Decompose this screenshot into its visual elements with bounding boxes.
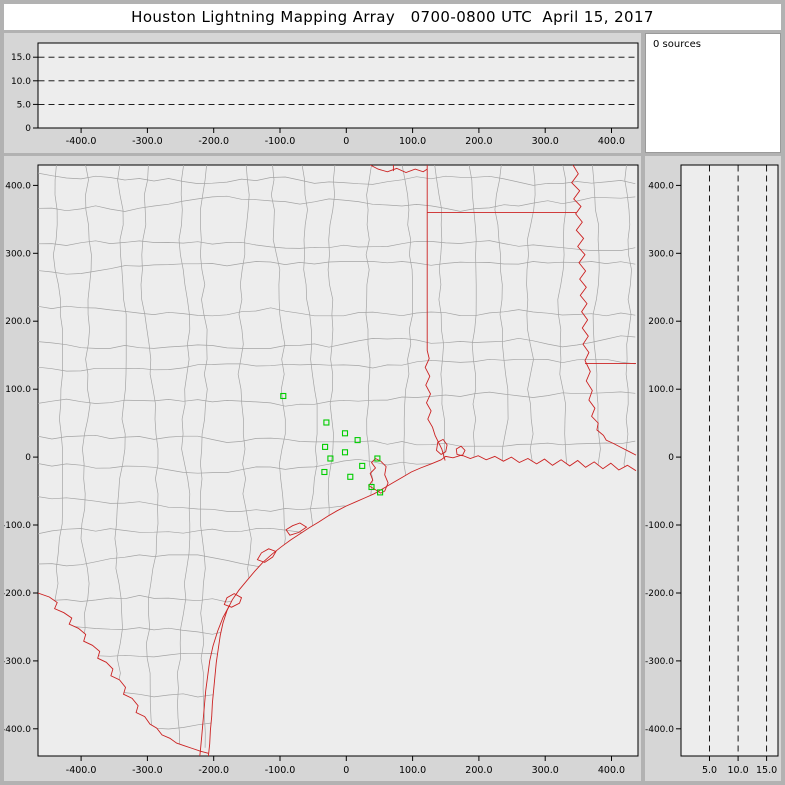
page-title: Houston Lightning Mapping Array 0700-080… (131, 8, 654, 26)
bay-outline (455, 445, 466, 457)
svg-text:400.0: 400.0 (598, 765, 625, 776)
svg-text:10.0: 10.0 (11, 77, 31, 87)
svg-text:-300.0: -300.0 (132, 765, 163, 776)
county-boundaries (38, 165, 636, 748)
plan-view-map-plot: 400.0 300.0 200.0 100.0 0 -100.0 -200.0 -300.0 -… (4, 164, 639, 776)
svg-text:-200.0: -200.0 (198, 136, 229, 147)
svg-text:5.0: 5.0 (702, 765, 717, 776)
lma-station-marker (341, 430, 349, 437)
svg-text:100.0: 100.0 (399, 136, 426, 147)
lma-station-marker (354, 437, 361, 444)
lma-station-marker (359, 462, 366, 469)
lma-stations-layer (280, 392, 384, 496)
svg-text:0: 0 (343, 136, 349, 147)
rio-grande-border (38, 592, 209, 754)
lma-station-marker (341, 449, 349, 456)
lma-station-marker (368, 483, 375, 491)
lma-station-marker (327, 455, 334, 462)
svg-text:200.0: 200.0 (5, 317, 31, 327)
ew-plot-area (37, 42, 639, 129)
svg-text:-400.0: -400.0 (645, 725, 674, 735)
ns-plot-area (680, 164, 779, 757)
plan-view-map-panel: 400.0 300.0 200.0 100.0 0 -100.0 -200.0 -300.0 -… (4, 156, 641, 781)
altitude-east-west-plot: 0 5.0 10.0 15.0 -400.0 -300.0 -200.0 -100.0 0 100… (11, 42, 639, 147)
svg-text:200.0: 200.0 (465, 765, 492, 776)
bay-outline (436, 438, 448, 455)
svg-text:100.0: 100.0 (399, 765, 426, 776)
bay-outline (285, 522, 308, 536)
svg-text:15.0: 15.0 (756, 765, 777, 776)
altitude-north-south-plot: 400.0 300.0 200.0 100.0 0 -100.0 -200.0 -300.0 -… (645, 164, 779, 776)
svg-text:200.0: 200.0 (648, 317, 674, 327)
mississippi-river-border (571, 165, 637, 456)
lma-station-marker (321, 468, 328, 476)
gulf-coastline (207, 454, 637, 756)
state-boundaries (38, 165, 637, 756)
svg-text:-200.0: -200.0 (4, 589, 31, 599)
altitude-east-west-panel: 0 5.0 10.0 15.0 -400.0 -300.0 -200.0 -100.0 0 100… (4, 33, 641, 153)
map-plot-area (37, 164, 639, 757)
svg-text:15.0: 15.0 (11, 53, 31, 63)
bay-outline (223, 593, 243, 608)
ns-axis-ticks: 400.0 300.0 200.0 100.0 0 -100.0 -200.0 -300.0 -… (645, 181, 777, 776)
sources-count-panel: 0 sources (645, 33, 781, 153)
svg-text:200.0: 200.0 (465, 136, 492, 147)
title-bar: Houston Lightning Mapping Array 0700-080… (4, 4, 781, 30)
svg-text:-100.0: -100.0 (4, 521, 31, 531)
map-axis-ticks: 400.0 300.0 200.0 100.0 0 -100.0 -200.0 -300.0 -… (4, 181, 625, 776)
svg-text:10.0: 10.0 (728, 765, 749, 776)
svg-text:-300.0: -300.0 (4, 657, 31, 667)
svg-text:-400.0: -400.0 (4, 725, 31, 735)
svg-text:0: 0 (343, 765, 349, 776)
svg-text:100.0: 100.0 (648, 385, 674, 395)
svg-text:-300.0: -300.0 (132, 136, 163, 147)
ew-axis-ticks: 0 5.0 10.0 15.0 -400.0 -300.0 -200.0 -100.0 0 100… (11, 53, 625, 147)
altitude-north-south-panel: 400.0 300.0 200.0 100.0 0 -100.0 -200.0 -300.0 -… (645, 156, 781, 781)
laguna-madre-shoreline (199, 604, 230, 756)
svg-text:100.0: 100.0 (5, 385, 31, 395)
svg-text:-100.0: -100.0 (265, 136, 296, 147)
svg-text:-200.0: -200.0 (645, 589, 674, 599)
svg-text:-100.0: -100.0 (645, 521, 674, 531)
svg-text:-400.0: -400.0 (66, 765, 97, 776)
svg-text:-300.0: -300.0 (645, 657, 674, 667)
svg-text:400.0: 400.0 (648, 181, 674, 191)
lma-station-marker (377, 489, 384, 496)
svg-text:-100.0: -100.0 (265, 765, 296, 776)
state-border-line (369, 165, 428, 173)
lma-station-marker (347, 473, 354, 480)
ns-altitude-gridlines (709, 165, 768, 756)
sources-count-label: 0 sources (653, 39, 701, 50)
svg-text:300.0: 300.0 (532, 765, 559, 776)
lma-station-marker (374, 455, 381, 462)
state-border-line (424, 212, 446, 461)
lma-station-marker (323, 419, 330, 426)
bay-outline (256, 548, 277, 563)
svg-text:400.0: 400.0 (598, 136, 625, 147)
svg-text:0: 0 (668, 453, 674, 463)
svg-text:-200.0: -200.0 (198, 765, 229, 776)
svg-text:400.0: 400.0 (5, 181, 31, 191)
map-layers (38, 165, 637, 756)
svg-text:300.0: 300.0 (532, 136, 559, 147)
svg-text:300.0: 300.0 (5, 249, 31, 259)
svg-text:0: 0 (25, 453, 31, 463)
svg-text:300.0: 300.0 (648, 249, 674, 259)
lma-station-marker (322, 443, 329, 450)
svg-text:-400.0: -400.0 (66, 136, 97, 147)
svg-text:0: 0 (25, 124, 31, 134)
svg-text:5.0: 5.0 (17, 100, 32, 110)
lma-station-marker (280, 392, 287, 400)
